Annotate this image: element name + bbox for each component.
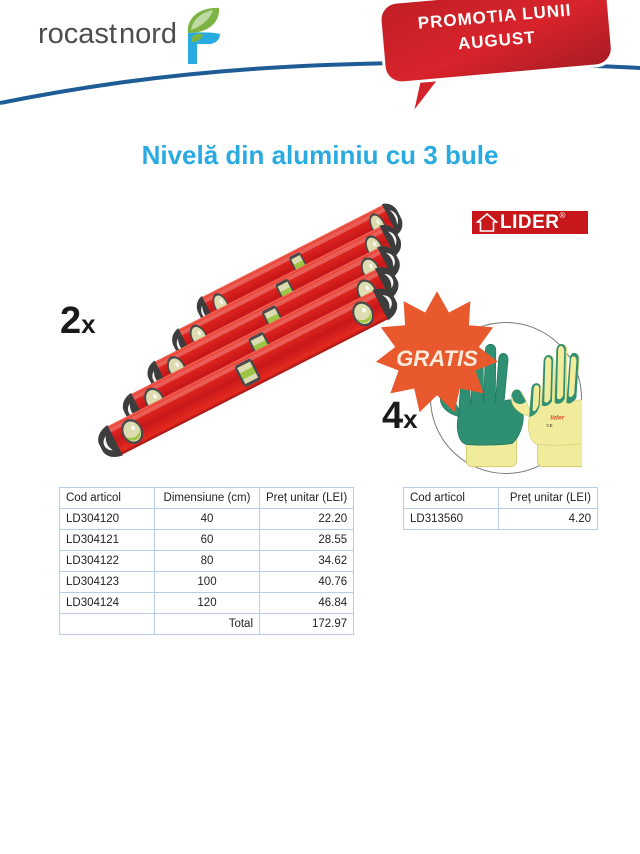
- svg-text:lider: lider: [550, 414, 564, 421]
- svg-text:CE: CE: [546, 423, 552, 428]
- svg-text:GRATIS: GRATIS: [396, 346, 478, 371]
